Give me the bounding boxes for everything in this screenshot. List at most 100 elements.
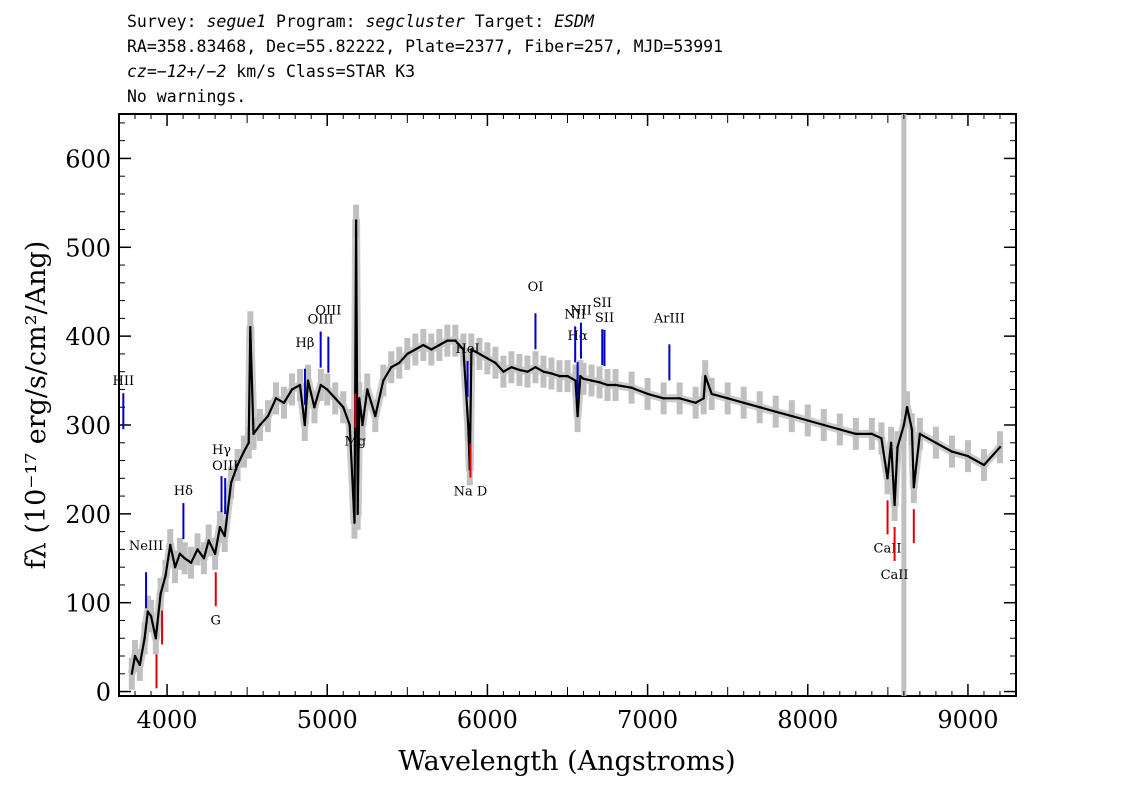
flux-point	[918, 432, 922, 436]
flux-point	[173, 565, 177, 569]
flux-point	[502, 370, 505, 373]
flux-point	[806, 419, 809, 422]
flux-point	[159, 592, 162, 596]
survey-value: segue1	[206, 12, 267, 31]
flux-point	[390, 366, 393, 369]
flux-point	[242, 450, 246, 453]
flux-point	[902, 423, 906, 427]
emission-line-label: OI	[528, 280, 544, 295]
y-tick-label: 100	[65, 590, 111, 618]
y-axis-label: fλ (10⁻¹⁷ erg/s/cm²/Ang)	[21, 241, 52, 570]
flux-point	[298, 383, 302, 387]
flux-point	[662, 397, 665, 400]
absorption-line-label: Na D	[454, 484, 488, 499]
flux-point	[576, 414, 579, 418]
flux-point	[354, 219, 358, 222]
flux-point	[274, 397, 278, 400]
flux-point	[566, 374, 569, 378]
flux-point	[414, 348, 417, 351]
x-tick-label: 6000	[457, 706, 518, 734]
flux-point	[342, 406, 345, 409]
flux-point	[196, 548, 199, 551]
emission-line-label: OIII	[212, 459, 238, 474]
flux-point	[189, 561, 193, 564]
flux-point	[982, 463, 986, 467]
emission-line-label: OIII	[315, 304, 341, 319]
program-value: segcluster	[365, 12, 465, 31]
flux-point	[470, 348, 473, 351]
flux-point	[236, 463, 239, 467]
flux-point	[247, 441, 250, 444]
absorption-line-label: CaII	[881, 568, 909, 583]
emission-line-label: Hγ	[212, 443, 231, 458]
flux-point	[790, 414, 793, 418]
flux-point	[822, 423, 825, 427]
emission-line-label: NeIII	[129, 539, 163, 554]
flux-point	[574, 379, 577, 382]
flux-point	[934, 441, 938, 444]
flux-point	[579, 374, 582, 378]
flux-point	[886, 477, 889, 480]
flux-point	[880, 437, 883, 440]
flux-point	[606, 383, 609, 387]
flux-point	[446, 339, 449, 342]
flux-point	[223, 534, 226, 538]
emission-line-label: Hβ	[296, 336, 315, 351]
flux-point	[726, 397, 729, 400]
emission-line-label: HII	[113, 374, 135, 389]
flux-point	[353, 521, 356, 524]
flux-point	[534, 366, 537, 369]
flux-point	[382, 379, 385, 382]
flux-point	[334, 397, 337, 400]
emission-line-label: SII	[593, 296, 612, 311]
flux-point	[710, 392, 713, 396]
flux-point	[178, 552, 182, 556]
flux-point	[229, 481, 233, 484]
flux-point	[912, 485, 916, 489]
emission-line-label: OIII	[308, 313, 334, 328]
flux-point	[774, 410, 777, 413]
flux-point	[282, 401, 286, 404]
target-value: ESDM	[554, 12, 594, 31]
flux-point	[966, 454, 970, 458]
cz-value: −12+/−2	[156, 62, 227, 81]
y-tick-label: 400	[65, 323, 111, 351]
emission-line-label: ArIII	[653, 311, 685, 326]
flux-point	[319, 383, 323, 387]
flux-point	[550, 372, 553, 375]
flux-point	[169, 543, 172, 547]
flux-point	[454, 339, 457, 342]
flux-point	[422, 343, 425, 347]
flux-point	[889, 441, 893, 444]
flux-point	[704, 374, 707, 378]
x-tick-label: 7000	[617, 706, 678, 734]
flux-point	[366, 388, 369, 391]
header-line-warnings: No warnings.	[127, 87, 247, 106]
x-tick-label: 9000	[937, 706, 998, 734]
flux-point	[306, 379, 310, 382]
flux-point	[348, 423, 351, 427]
flux-point	[183, 557, 186, 560]
flux-point	[518, 368, 521, 372]
flux-point	[430, 348, 433, 351]
flux-point	[870, 432, 874, 436]
flux-point	[478, 352, 481, 356]
flux-point	[950, 450, 954, 453]
absorption-line-label: G	[211, 613, 221, 628]
emission-line-label: NII	[564, 307, 586, 322]
flux-point	[630, 386, 633, 389]
flux-point	[361, 423, 364, 427]
flux-point	[542, 370, 545, 373]
flux-point	[466, 423, 470, 427]
flux-point	[143, 637, 146, 640]
flux-point	[494, 361, 497, 364]
flux-point	[905, 406, 909, 409]
flux-point	[374, 414, 377, 418]
flux-point	[290, 388, 294, 391]
emission-line-label: HeI	[455, 342, 479, 357]
flux-point	[910, 428, 914, 431]
header-line-survey: Survey: segue1 Program: segcluster Targe…	[127, 12, 594, 31]
y-tick-label: 200	[65, 501, 111, 529]
x-tick-label: 8000	[777, 706, 838, 734]
